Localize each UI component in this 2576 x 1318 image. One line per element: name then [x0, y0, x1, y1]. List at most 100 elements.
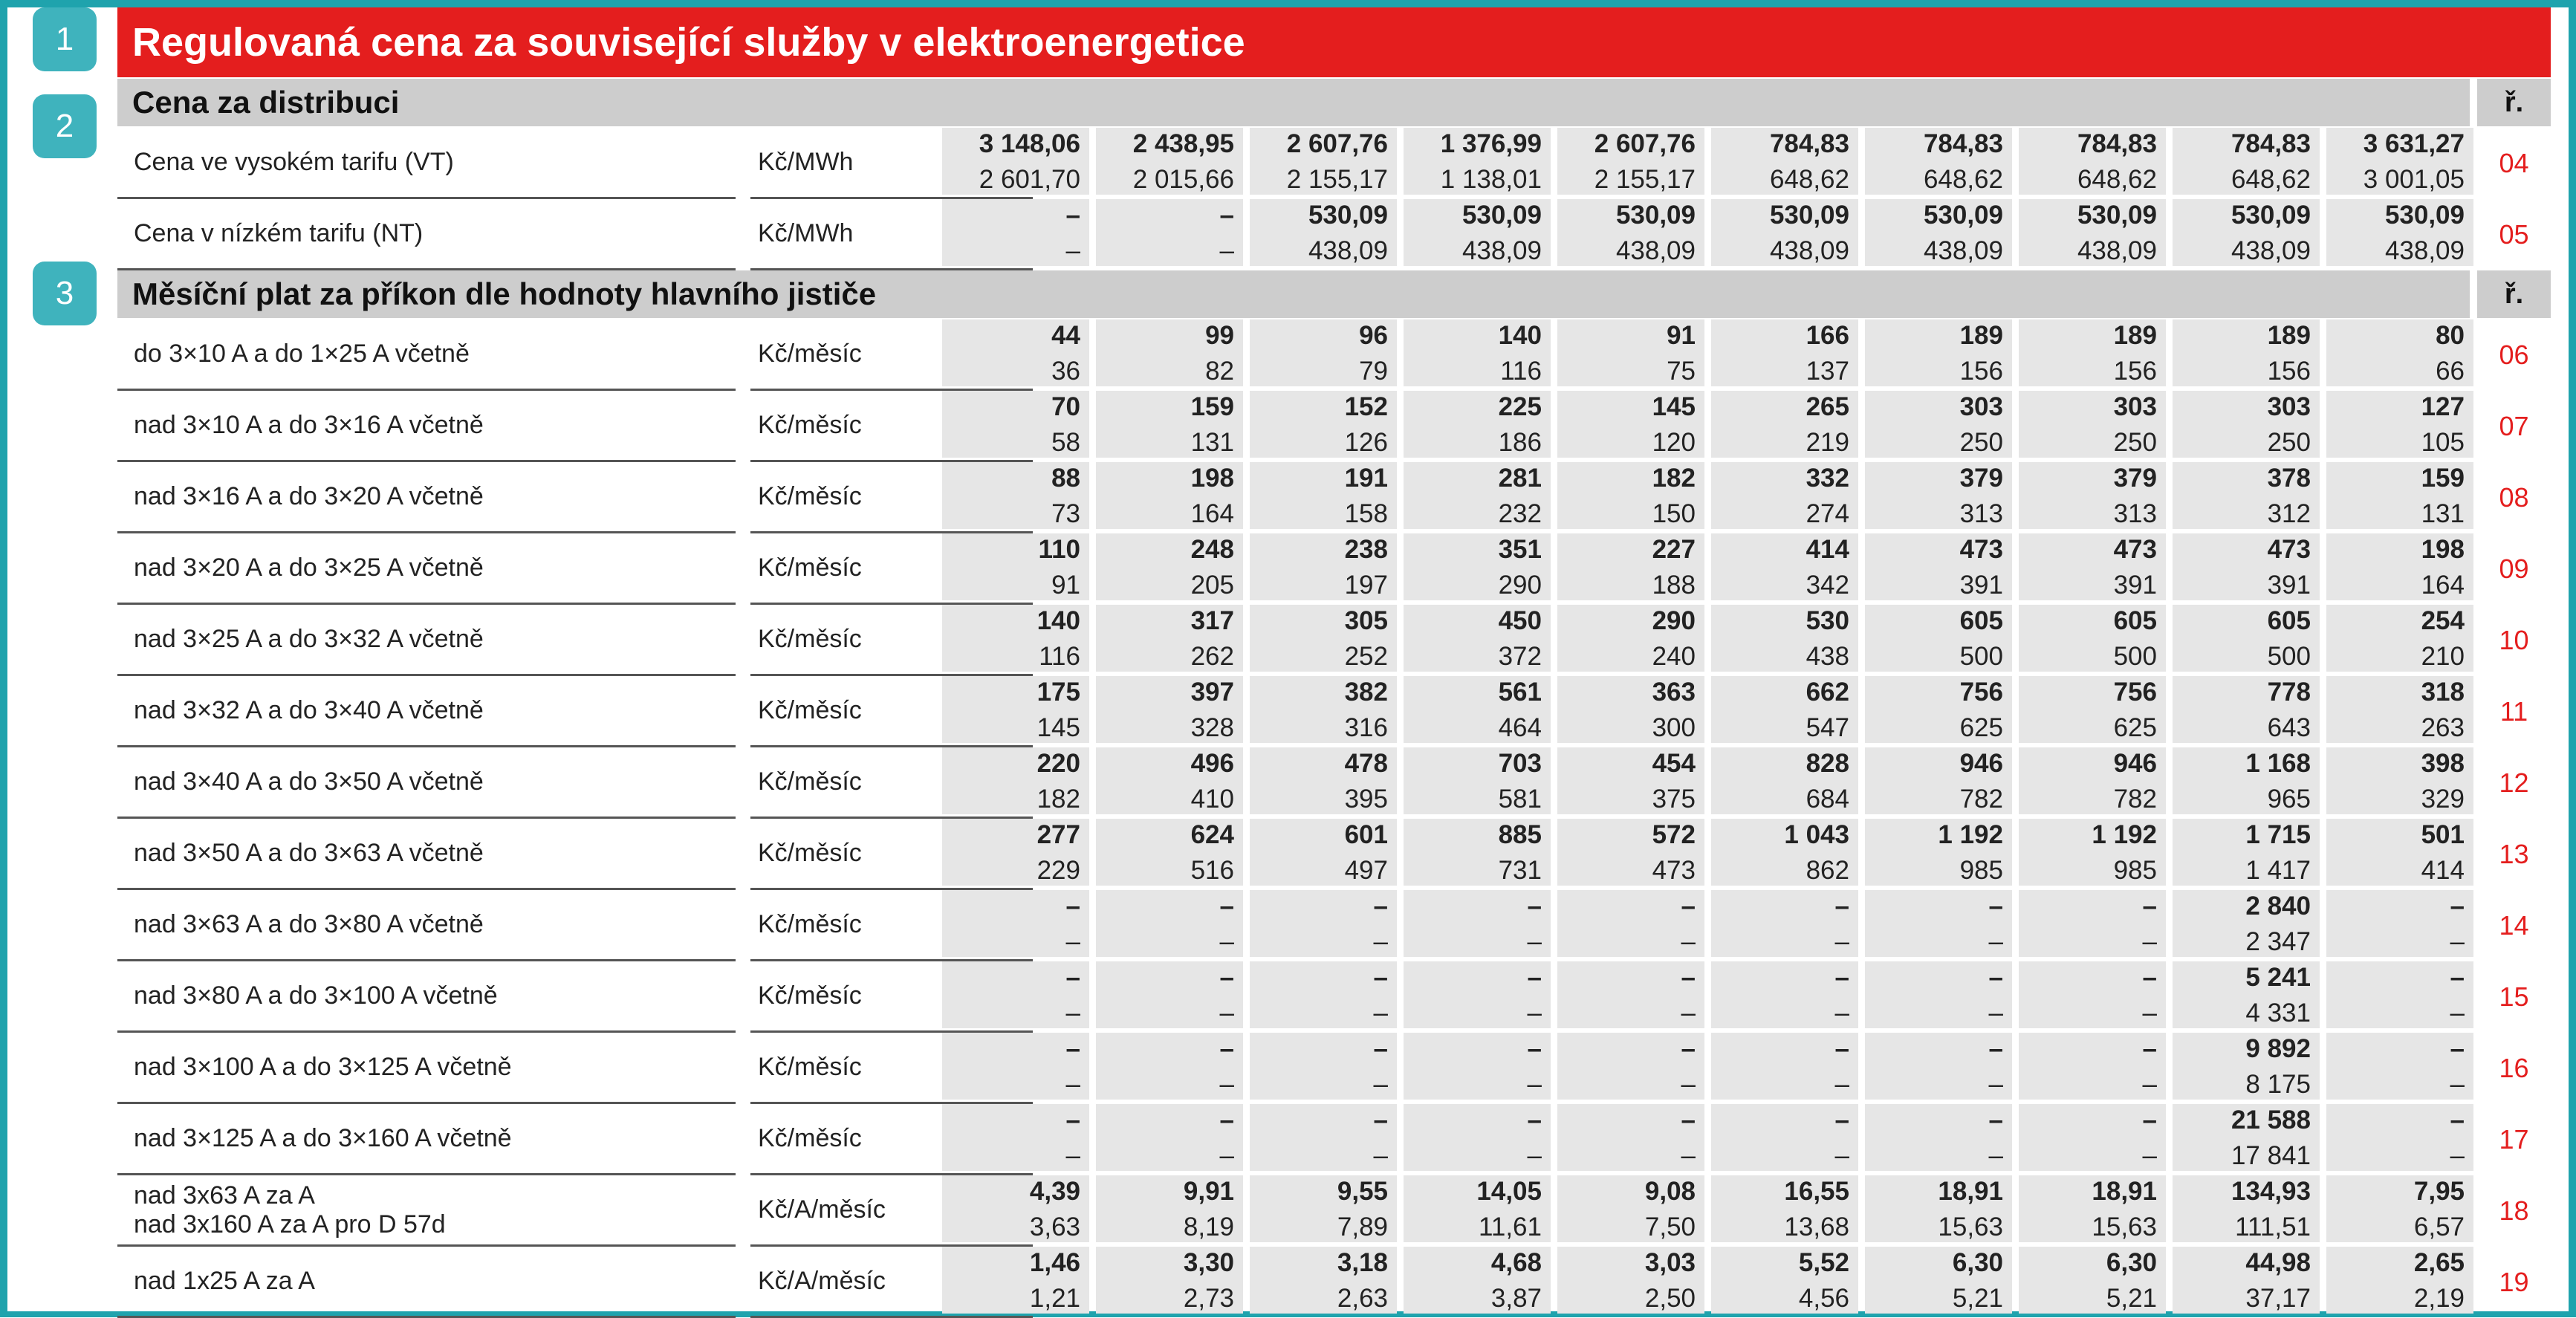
- price-incl-vat: –: [1373, 892, 1388, 921]
- price-incl-vat: 159: [2421, 464, 2465, 493]
- value-cell: 220 182: [942, 747, 1089, 814]
- price-incl-vat: –: [1219, 892, 1234, 921]
- price-incl-vat: 703: [1498, 749, 1542, 778]
- value-cell: 99 82: [1096, 319, 1243, 386]
- value-cell: 175 145: [942, 676, 1089, 743]
- row-label-line: nad 3×50 A a do 3×63 A včetně: [134, 839, 484, 867]
- value-cell: – –: [1557, 890, 1704, 957]
- price-excl-vat: 8,19: [1183, 1213, 1234, 1241]
- table-row: nad 3×20 A a do 3×25 A včetně Kč/měsíc 110…: [117, 533, 2551, 605]
- row-label: nad 1x25 A za A: [117, 1247, 736, 1318]
- value-cell: 70 58: [942, 391, 1089, 458]
- value-cell: 9,55 7,89: [1250, 1175, 1397, 1242]
- price-excl-vat: –: [1373, 999, 1388, 1028]
- row-label: nad 3×100 A a do 3×125 A včetně: [117, 1033, 736, 1104]
- value-cell: – –: [1404, 1033, 1551, 1100]
- value-cell: 624 516: [1096, 819, 1243, 886]
- price-incl-vat: –: [2450, 892, 2465, 921]
- price-incl-vat: –: [2450, 1106, 2465, 1134]
- row-label-line: nad 3×100 A a do 3×125 A včetně: [134, 1053, 512, 1081]
- value-cell: 473 391: [2019, 533, 2166, 600]
- value-cell: 9 892 8 175: [2173, 1033, 2320, 1100]
- price-incl-vat: 473: [1959, 535, 2003, 564]
- price-excl-vat: 82: [1205, 357, 1234, 386]
- price-excl-vat: –: [1834, 999, 1849, 1028]
- price-excl-vat: 625: [1959, 713, 2003, 742]
- value-cell: – –: [2019, 1033, 2166, 1100]
- value-cell: – –: [942, 890, 1089, 957]
- price-incl-vat: 946: [2113, 749, 2157, 778]
- price-excl-vat: –: [1834, 1070, 1849, 1099]
- row-label-line: nad 3×125 A a do 3×160 A včetně: [134, 1124, 512, 1152]
- price-incl-vat: 317: [1190, 606, 1234, 635]
- row-number: 04: [2499, 148, 2529, 178]
- price-excl-vat: 316: [1344, 713, 1388, 742]
- price-excl-vat: 2,50: [1644, 1284, 1696, 1313]
- price-excl-vat: 290: [1498, 571, 1542, 600]
- price-incl-vat: 99: [1205, 321, 1234, 350]
- page-title: Regulovaná cena za související služby v …: [117, 7, 2551, 77]
- price-incl-vat: 96: [1359, 321, 1388, 350]
- row-unit: Kč/MWh: [750, 199, 1033, 270]
- price-excl-vat: 58: [1051, 428, 1080, 457]
- row-unit: Kč/měsíc: [750, 819, 1033, 890]
- price-excl-vat: 473: [1652, 856, 1696, 885]
- value-cell: 281 232: [1404, 462, 1551, 529]
- value-cell: 145 120: [1557, 391, 1704, 458]
- value-cell: 159 131: [1096, 391, 1243, 458]
- price-incl-vat: 70: [1051, 392, 1080, 421]
- value-cell: 4,68 3,87: [1404, 1247, 1551, 1314]
- price-excl-vat: 8 175: [2245, 1070, 2311, 1099]
- price-incl-vat: 182: [1652, 464, 1696, 493]
- value-cell: – –: [1096, 199, 1243, 266]
- price-excl-vat: 862: [1806, 856, 1849, 885]
- price-excl-vat: –: [1373, 1070, 1388, 1099]
- value-cell: 332 274: [1711, 462, 1858, 529]
- price-incl-vat: 530,09: [1615, 201, 1696, 230]
- value-cell: 134,93 111,51: [2173, 1175, 2320, 1242]
- price-incl-vat: 16,55: [1784, 1177, 1849, 1206]
- row-label-line: Cena ve vysokém tarifu (VT): [134, 148, 454, 176]
- price-excl-vat: 75: [1667, 357, 1696, 386]
- price-excl-vat: –: [1527, 1141, 1542, 1170]
- price-incl-vat: 1 043: [1784, 820, 1849, 849]
- price-incl-vat: 530,09: [1308, 201, 1388, 230]
- price-excl-vat: 500: [2267, 642, 2311, 671]
- value-cell: 756 625: [2019, 676, 2166, 743]
- price-incl-vat: 3,30: [1183, 1248, 1234, 1277]
- price-incl-vat: 662: [1806, 678, 1849, 707]
- price-excl-vat: 250: [2113, 428, 2157, 457]
- value-cell: 225 186: [1404, 391, 1551, 458]
- value-cell: 303 250: [1865, 391, 2012, 458]
- row-number: 19: [2499, 1267, 2529, 1297]
- value-cell: – –: [1711, 961, 1858, 1028]
- value-cell: 44,98 37,17: [2173, 1247, 2320, 1314]
- price-incl-vat: 159: [1190, 392, 1234, 421]
- price-excl-vat: 648,62: [1923, 165, 2003, 194]
- price-incl-vat: 44: [1051, 321, 1080, 350]
- price-excl-vat: 516: [1190, 856, 1234, 885]
- price-excl-vat: 313: [2113, 499, 2157, 528]
- price-incl-vat: 9,55: [1337, 1177, 1388, 1206]
- row-label-line: nad 3×80 A a do 3×100 A včetně: [134, 981, 498, 1010]
- price-excl-vat: 4 331: [2245, 999, 2311, 1028]
- price-incl-vat: 88: [1051, 464, 1080, 493]
- price-incl-vat: 18,91: [1938, 1177, 2003, 1206]
- row-unit: Kč/měsíc: [750, 605, 1033, 676]
- value-cell: 756 625: [1865, 676, 2012, 743]
- value-cell: 14,05 11,61: [1404, 1175, 1551, 1242]
- price-excl-vat: 15,63: [1938, 1213, 2003, 1241]
- value-cell: – –: [1096, 961, 1243, 1028]
- price-excl-vat: 131: [1190, 428, 1234, 457]
- table-row: nad 3×80 A a do 3×100 A včetně Kč/měsíc – –…: [117, 961, 2551, 1033]
- value-cell: 378 312: [2173, 462, 2320, 529]
- value-cell: 473 391: [1865, 533, 2012, 600]
- price-excl-vat: –: [1219, 236, 1234, 265]
- row-unit: Kč/měsíc: [750, 319, 1033, 391]
- row-label-line: nad 3x63 A za A: [134, 1181, 315, 1210]
- row-number: 17: [2499, 1124, 2529, 1155]
- price-excl-vat: 274: [1806, 499, 1849, 528]
- row-unit: Kč/měsíc: [750, 747, 1033, 819]
- price-excl-vat: –: [1219, 1141, 1234, 1170]
